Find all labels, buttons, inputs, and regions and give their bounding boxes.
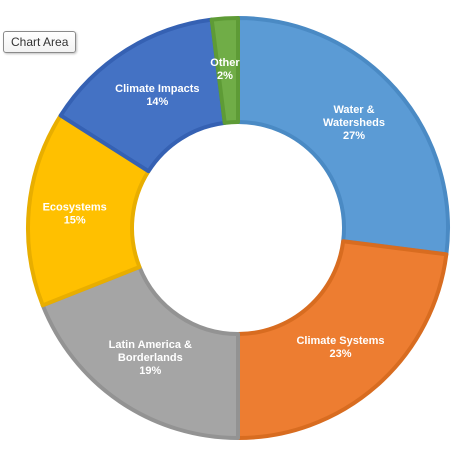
- data-label-category: Other: [210, 57, 240, 69]
- slice-ecosystems[interactable]: [26, 113, 151, 308]
- chart-data-labels: Water & Watersheds 27% Climate Systems 23% La…: [43, 57, 385, 377]
- data-label-climate-impacts: Climate Impacts 14%: [115, 83, 199, 108]
- data-label-category: Watersheds: [323, 117, 385, 129]
- data-label-ecosystems: Ecosystems 15%: [43, 201, 107, 226]
- slice-water-and-watersheds[interactable]: [236, 16, 450, 257]
- slice-latin-america-and-borderlands[interactable]: [40, 265, 240, 440]
- data-label-category: Water &: [333, 104, 374, 116]
- data-label-category: Ecosystems: [43, 201, 107, 213]
- data-label-category: Climate Systems: [296, 335, 384, 347]
- data-label-water-and-watersheds: Water & Watersheds 27%: [323, 104, 385, 142]
- data-label-percent: 23%: [329, 348, 351, 360]
- data-label-percent: 19%: [139, 365, 161, 377]
- slice-climate-systems[interactable]: [236, 239, 449, 440]
- data-label-percent: 2%: [217, 70, 233, 82]
- slice-other[interactable]: [209, 16, 240, 125]
- data-label-category: Climate Impacts: [115, 83, 199, 95]
- data-label-percent: 15%: [64, 214, 86, 226]
- slice-climate-impacts[interactable]: [58, 17, 227, 174]
- data-label-category: Borderlands: [118, 352, 183, 364]
- data-label-category: Latin America &: [109, 339, 192, 351]
- data-label-other: Other 2%: [210, 57, 240, 82]
- chart-area-tooltip: Chart Area: [3, 31, 77, 53]
- data-label-latin-america-and-borderlands: Latin America & Borderlands 19%: [109, 339, 192, 377]
- chart-slices: [26, 16, 450, 440]
- data-label-percent: 14%: [146, 96, 168, 108]
- data-label-climate-systems: Climate Systems 23%: [296, 335, 384, 360]
- data-label-percent: 27%: [343, 130, 365, 142]
